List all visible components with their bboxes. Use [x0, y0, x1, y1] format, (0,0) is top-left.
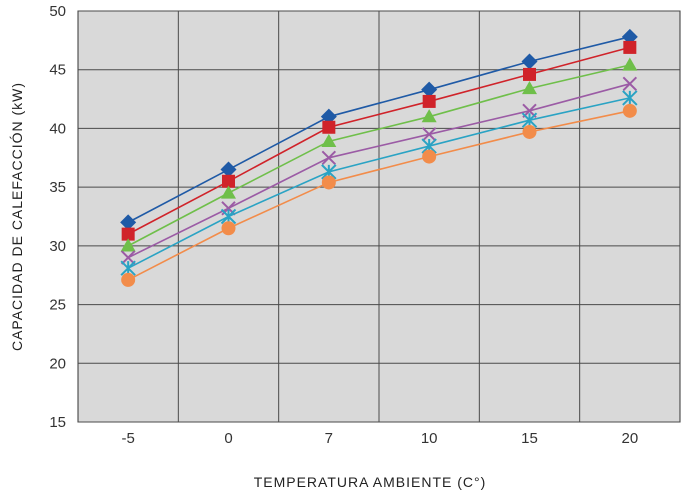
y-tick-label: 25 — [49, 297, 66, 314]
series-6 — [121, 103, 637, 287]
y-tick-label: 35 — [49, 179, 66, 196]
data-point — [221, 221, 236, 236]
series-3 — [120, 57, 638, 252]
x-tick-labels: -5 0 7 10 15 20 — [121, 430, 638, 447]
data-point — [120, 260, 136, 276]
y-axis-label: CAPACIDAD DE CALEFACCIÓN (kW) — [9, 82, 25, 351]
y-tick-label: 30 — [49, 238, 66, 255]
x-axis-label: TEMPERATURA AMBIENTE (C°) — [254, 474, 487, 490]
data-point — [421, 127, 437, 142]
data-point — [421, 81, 438, 98]
x-tick-label: -5 — [121, 430, 134, 447]
data-point — [523, 67, 536, 81]
data-point — [622, 103, 637, 118]
data-point — [521, 53, 538, 70]
grid — [78, 10, 680, 423]
series-line — [127, 83, 631, 259]
y-tick-label: 15 — [49, 414, 66, 431]
data-point — [121, 227, 135, 241]
data-point — [521, 112, 538, 128]
data-point — [421, 109, 437, 123]
y-tick-label: 40 — [49, 120, 66, 137]
data-point — [220, 208, 237, 225]
x-tick-label: 20 — [621, 430, 638, 447]
y-tick-label: 45 — [49, 62, 66, 79]
data-point — [321, 133, 337, 147]
data-point — [322, 120, 336, 134]
data-point — [522, 81, 537, 95]
series-line — [127, 64, 631, 247]
x-tick-label: 0 — [224, 430, 232, 447]
x-tick-label: 7 — [325, 430, 333, 447]
data-point — [222, 174, 235, 188]
data-point — [522, 124, 537, 139]
series-1 — [120, 28, 638, 231]
data-point — [622, 76, 638, 92]
series-line — [127, 36, 631, 224]
data-point — [422, 94, 436, 108]
series-line — [127, 46, 631, 235]
data-point — [621, 28, 638, 45]
data-point — [321, 175, 336, 190]
x-tick-label: 15 — [521, 430, 538, 447]
data-point — [422, 149, 437, 164]
series-5 — [120, 90, 638, 276]
series-2 — [121, 40, 637, 241]
data-point — [120, 214, 137, 231]
series-line — [127, 110, 630, 281]
y-tick-labels: 15 20 25 30 35 40 45 50 — [49, 3, 66, 431]
data-point — [622, 57, 638, 71]
x-tick-label: 10 — [421, 430, 438, 447]
series-layer — [120, 28, 638, 287]
data-point — [120, 250, 136, 265]
y-tick-label: 20 — [49, 355, 66, 372]
data-point — [622, 90, 638, 106]
data-point — [320, 108, 337, 125]
series-line — [127, 97, 631, 269]
y-tick-label: 50 — [49, 3, 66, 20]
data-point — [220, 161, 237, 178]
data-point — [121, 272, 136, 287]
data-point — [120, 238, 136, 252]
data-point — [321, 150, 337, 165]
data-point — [221, 185, 236, 199]
data-point — [623, 40, 637, 54]
